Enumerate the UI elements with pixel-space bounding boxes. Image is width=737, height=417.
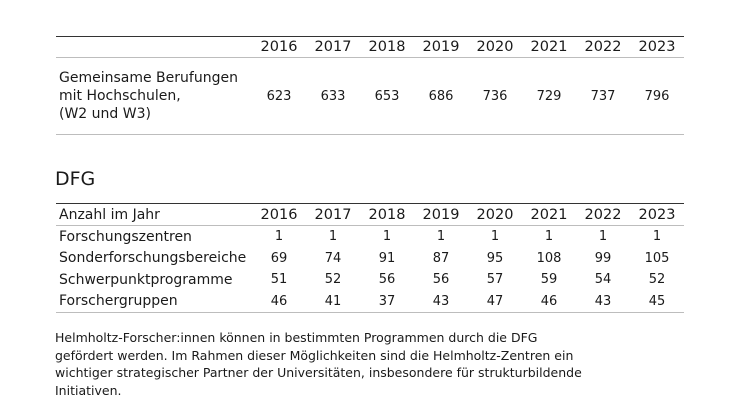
row-label: Schwerpunktprogramme: [59, 271, 233, 288]
table-cell: 1: [328, 229, 338, 245]
table-cell: 91: [378, 250, 396, 266]
table-cell: 41: [306, 290, 360, 313]
footnote-line: Initiativen.: [55, 382, 122, 398]
year-header: 2021: [522, 203, 576, 226]
table-cell: 1: [382, 229, 392, 245]
year-header: 2023: [630, 36, 684, 58]
table-cell: 52: [324, 272, 342, 288]
year-header: 2017: [306, 36, 360, 58]
table-cell: 95: [486, 250, 504, 266]
table-cell: 87: [432, 250, 450, 266]
year-header: 2019: [414, 203, 468, 226]
appointments-header-empty: [56, 36, 252, 58]
year-header: 2017: [306, 203, 360, 226]
table-cell: 37: [360, 290, 414, 313]
table-cell: 737: [576, 57, 630, 135]
year-header: 2018: [360, 203, 414, 226]
table-cell: 686: [414, 57, 468, 135]
year-header: 2016: [252, 203, 306, 226]
row-label-line: Gemeinsame Berufungen: [59, 70, 238, 86]
table-cell: 43: [576, 290, 630, 313]
table-cell: 1: [490, 229, 500, 245]
row-label-line: (W2 und W3): [59, 106, 151, 122]
appointments-header-row: 2016 2017 2018 2019 2020 2021 2022 2023: [56, 36, 684, 58]
footnote-line: wichtiger strategischer Partner der Univ…: [55, 365, 582, 380]
row-label-line: mit Hochschulen,: [59, 88, 181, 104]
table-cell: 51: [270, 272, 288, 288]
footnote-line: Helmholtz-Forscher:innen können in besti…: [55, 330, 538, 345]
section-heading: DFG: [55, 168, 96, 190]
table-cell: 46: [522, 290, 576, 313]
row-label: Gemeinsame Berufungen mit Hochschulen, (…: [56, 57, 252, 135]
year-header: 2019: [414, 36, 468, 58]
table-cell: 108: [536, 250, 562, 266]
table-cell: 623: [252, 57, 306, 135]
table-cell: 46: [252, 290, 306, 313]
year-header: 2021: [522, 36, 576, 58]
table-cell: 47: [468, 290, 522, 313]
table-row: Gemeinsame Berufungen mit Hochschulen, (…: [56, 57, 684, 135]
table-cell: 1: [274, 229, 284, 245]
table-cell: 796: [630, 57, 684, 135]
appointments-table: 2016 2017 2018 2019 2020 2021 2022 2023 …: [56, 36, 684, 135]
table-cell: 1: [598, 229, 608, 245]
footnote-line: gefördert werden. Im Rahmen dieser Mögli…: [55, 347, 574, 363]
year-header: 2022: [576, 203, 630, 226]
table-cell: 1: [436, 229, 446, 245]
table-cell: 45: [630, 290, 684, 313]
table-cell: 1: [544, 229, 554, 245]
table-cell: 56: [432, 272, 450, 288]
table-cell: 653: [360, 57, 414, 135]
row-label: Sonderforschungsbereiche: [59, 250, 247, 267]
table-cell: 54: [594, 272, 612, 288]
table-cell: 633: [306, 57, 360, 135]
footnote: Helmholtz-Forscher:innen können in besti…: [55, 329, 615, 399]
year-header: 2020: [468, 203, 522, 226]
table-row: Sonderforschungsbereiche 69 74 91 87 95 …: [56, 248, 684, 270]
table-cell: 56: [378, 272, 396, 288]
table-cell: 43: [414, 290, 468, 313]
table-row: Forschergruppen 46 41 37 43 47 46 43 45: [56, 290, 684, 313]
table-cell: 105: [644, 250, 670, 266]
row-label: Forschungszentren: [59, 228, 192, 245]
year-header: 2016: [252, 36, 306, 58]
table-cell: 99: [594, 250, 612, 266]
dfg-header-row: Anzahl im Jahr 2016 2017 2018 2019 2020 …: [56, 203, 684, 226]
dfg-table: Anzahl im Jahr 2016 2017 2018 2019 2020 …: [56, 203, 684, 313]
table-row: Schwerpunktprogramme 51 52 56 56 57 59 5…: [56, 269, 684, 291]
table-cell: 52: [648, 272, 666, 288]
year-header: 2022: [576, 36, 630, 58]
year-header: 2020: [468, 36, 522, 58]
year-header: 2023: [630, 203, 684, 226]
table-cell: 736: [468, 57, 522, 135]
row-label: Forschergruppen: [56, 290, 252, 313]
year-header: 2018: [360, 36, 414, 58]
table-cell: 1: [652, 229, 662, 245]
table-cell: 57: [486, 272, 504, 288]
table-cell: 729: [522, 57, 576, 135]
table-cell: 59: [540, 272, 558, 288]
table-cell: 69: [270, 250, 288, 266]
table-cell: 74: [324, 250, 342, 266]
dfg-header-label: Anzahl im Jahr: [56, 203, 252, 226]
table-row: Forschungszentren 1 1 1 1 1 1 1 1: [56, 226, 684, 248]
